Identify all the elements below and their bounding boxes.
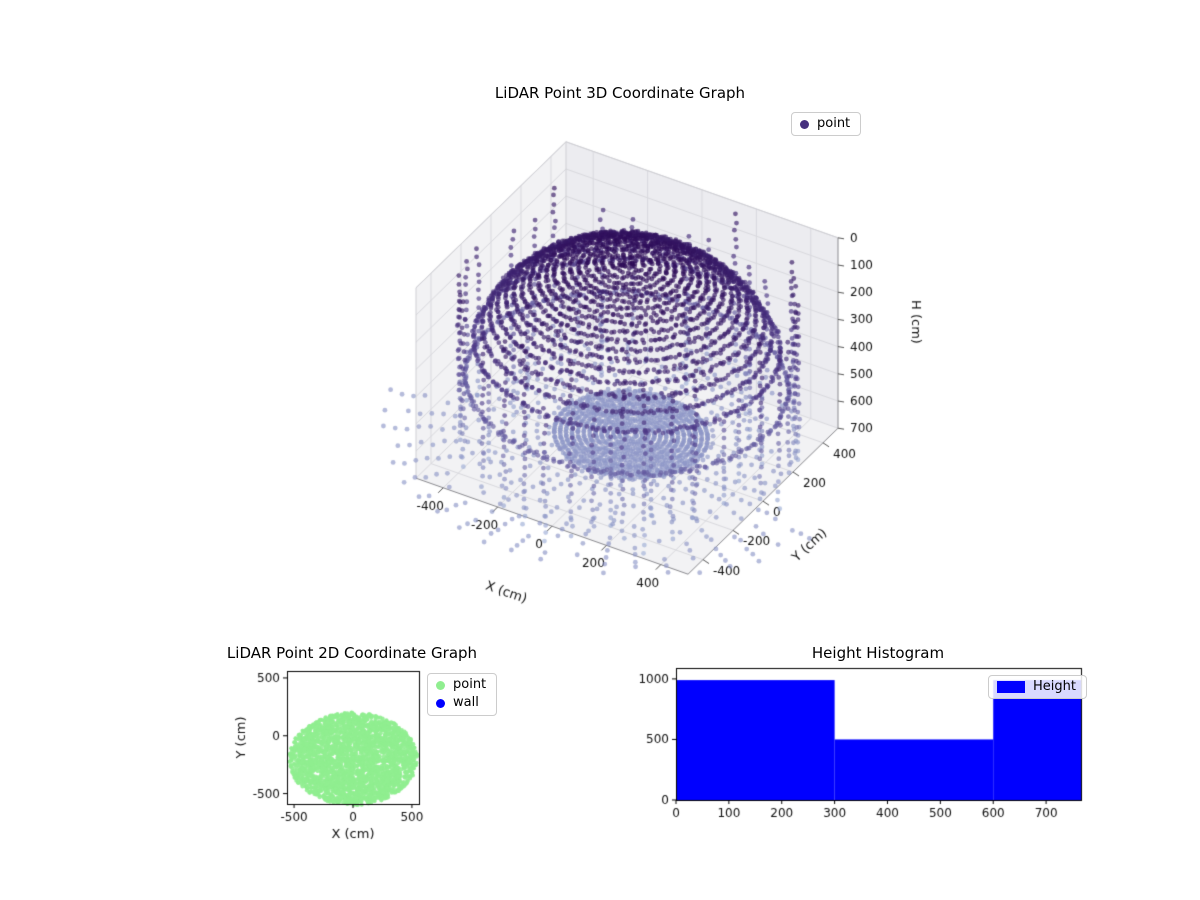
point-marker-icon: [800, 119, 809, 129]
plot3d-legend: point: [791, 112, 862, 137]
plot2d-title: LiDAR Point 2D Coordinate Graph: [226, 644, 478, 662]
plot2d-legend: point wall: [427, 673, 498, 716]
legend-item-point: point: [436, 677, 487, 692]
height-swatch-icon: [997, 681, 1025, 694]
legend-label-wall: wall: [453, 695, 479, 711]
histogram-title: Height Histogram: [811, 644, 945, 662]
legend-label-point: point: [453, 677, 487, 692]
legend-item-height: Height: [997, 679, 1076, 694]
legend-item-wall: wall: [436, 695, 486, 711]
legend-item-point: point: [800, 116, 851, 131]
point-marker-icon: [436, 680, 445, 690]
histogram-legend: Height: [988, 675, 1087, 700]
wall-marker-icon: [436, 698, 445, 708]
legend-label-point: point: [817, 116, 851, 131]
legend-label-height: Height: [1033, 679, 1076, 694]
plot3d-title: LiDAR Point 3D Coordinate Graph: [494, 84, 746, 102]
